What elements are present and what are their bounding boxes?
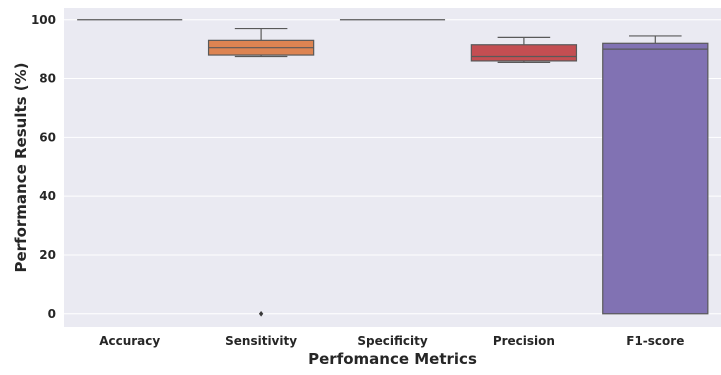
x-tick-label: Sensitivity: [225, 334, 297, 348]
x-tick-label: Accuracy: [99, 334, 160, 348]
y-axis-ticks: 0 20 40 60 80 100: [31, 13, 56, 321]
box-precision: [470, 36, 578, 63]
x-tick-label: F1-score: [626, 334, 684, 348]
box-body: [602, 42, 709, 315]
y-tick-label: 20: [39, 248, 56, 262]
boxes: [77, 19, 709, 317]
y-axis-title: Performance Results (%): [12, 62, 30, 272]
x-axis-ticks: Accuracy Sensitivity Specificity Precision F…: [99, 334, 684, 348]
box-f1-score: [602, 35, 709, 315]
x-tick-label: Precision: [493, 334, 555, 348]
x-tick-label: Specificity: [357, 334, 427, 348]
x-axis-title: Perfomance Metrics: [308, 350, 477, 368]
outlier-point: [258, 310, 264, 317]
y-tick-label: 80: [39, 72, 56, 86]
y-tick-label: 40: [39, 189, 56, 203]
y-tick-label: 60: [39, 130, 56, 144]
box-sensitivity: [207, 27, 315, 317]
box-body: [470, 44, 578, 62]
y-tick-label: 100: [31, 13, 56, 27]
y-tick-label: 0: [48, 307, 56, 321]
